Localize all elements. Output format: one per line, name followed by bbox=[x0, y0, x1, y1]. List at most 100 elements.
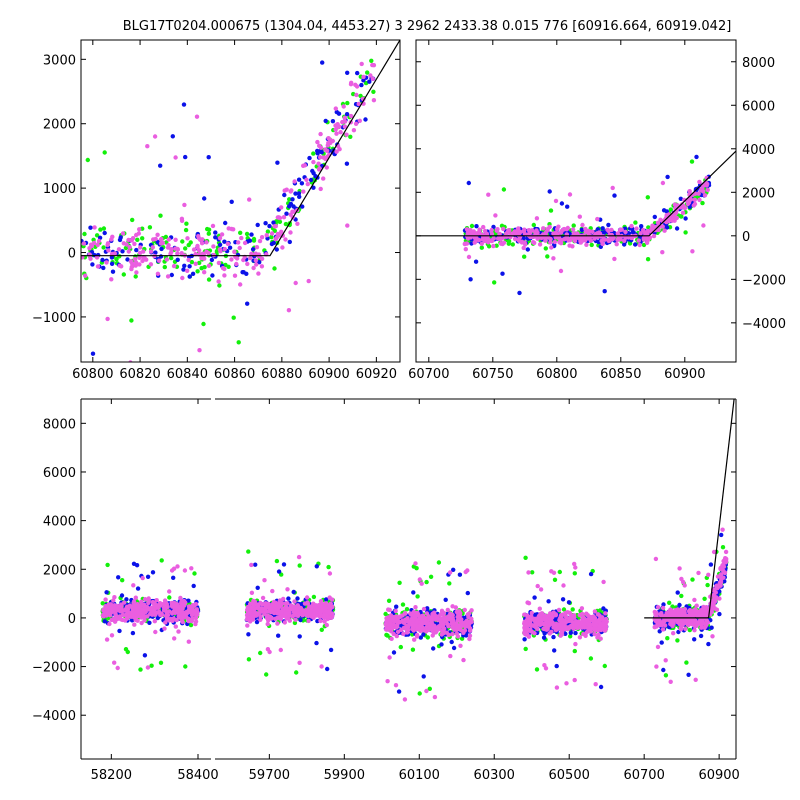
point-blue bbox=[652, 214, 657, 220]
point-pink bbox=[501, 226, 506, 232]
point-pink bbox=[292, 179, 297, 184]
point-pink bbox=[477, 227, 482, 232]
point-pink bbox=[182, 568, 188, 573]
point-blue bbox=[639, 224, 644, 229]
point-blue bbox=[202, 196, 207, 201]
point-pink bbox=[247, 197, 252, 202]
point-pink bbox=[289, 188, 294, 193]
point-pink bbox=[111, 598, 116, 603]
point-pink bbox=[130, 261, 135, 266]
point-pink bbox=[680, 210, 686, 215]
point-pink bbox=[590, 616, 596, 621]
point-blue bbox=[325, 666, 330, 672]
point-green bbox=[668, 207, 673, 212]
point-blue bbox=[300, 204, 305, 209]
point-blue bbox=[323, 118, 328, 124]
point-pink bbox=[537, 242, 543, 247]
point-pink bbox=[371, 98, 377, 103]
point-pink bbox=[549, 245, 554, 250]
point-blue bbox=[344, 112, 350, 117]
point-green bbox=[345, 100, 350, 106]
point-pink bbox=[206, 263, 212, 268]
point-pink bbox=[175, 251, 180, 256]
point-pink bbox=[270, 588, 275, 594]
point-pink bbox=[556, 224, 561, 229]
point-pink bbox=[693, 191, 698, 196]
point-green bbox=[427, 686, 432, 691]
point-green bbox=[645, 257, 651, 262]
point-green bbox=[180, 239, 185, 244]
point-pink bbox=[295, 221, 300, 226]
point-blue bbox=[600, 226, 605, 231]
point-blue bbox=[394, 604, 399, 609]
point-pink bbox=[146, 600, 151, 606]
point-pink bbox=[284, 187, 289, 192]
point-blue bbox=[542, 631, 547, 636]
point-pink bbox=[660, 224, 665, 229]
point-green bbox=[588, 656, 594, 661]
point-pink bbox=[127, 245, 132, 250]
point-green bbox=[101, 386, 105, 390]
point-blue bbox=[500, 271, 505, 276]
point-pink bbox=[254, 245, 260, 250]
point-pink bbox=[327, 609, 332, 615]
point-pink bbox=[571, 626, 576, 631]
x-tick-label: 60800 bbox=[536, 367, 577, 382]
point-pink bbox=[464, 227, 470, 232]
point-pink bbox=[266, 618, 271, 623]
point-pink bbox=[370, 62, 375, 68]
point-pink bbox=[229, 257, 234, 262]
scatter-points bbox=[416, 150, 736, 296]
point-pink bbox=[135, 618, 140, 623]
point-pink bbox=[249, 562, 254, 568]
point-pink bbox=[316, 161, 321, 166]
point-pink bbox=[383, 622, 388, 627]
point-pink bbox=[589, 626, 594, 631]
point-blue bbox=[187, 274, 192, 279]
point-pink bbox=[493, 213, 498, 218]
point-blue bbox=[708, 562, 714, 567]
point-pink bbox=[88, 256, 93, 261]
point-blue bbox=[598, 684, 604, 690]
y-tick-label: −1000 bbox=[32, 311, 76, 326]
point-pink bbox=[597, 231, 603, 236]
point-blue bbox=[210, 273, 215, 278]
point-blue bbox=[282, 192, 287, 198]
point-green bbox=[326, 564, 331, 570]
point-pink bbox=[299, 612, 304, 617]
point-blue bbox=[213, 235, 218, 240]
point-pink bbox=[250, 607, 256, 612]
point-pink bbox=[173, 155, 178, 160]
point-pink bbox=[584, 611, 589, 616]
point-pink bbox=[542, 616, 547, 622]
point-pink bbox=[134, 270, 139, 275]
point-blue bbox=[517, 290, 522, 296]
point-pink bbox=[126, 237, 131, 243]
point-pink bbox=[554, 623, 559, 628]
point-green bbox=[197, 260, 202, 266]
point-pink bbox=[159, 236, 164, 242]
point-green bbox=[400, 602, 406, 607]
point-pink bbox=[558, 621, 563, 627]
point-green bbox=[120, 578, 125, 583]
point-pink bbox=[592, 609, 598, 614]
point-pink bbox=[334, 131, 339, 136]
point-pink bbox=[551, 256, 556, 261]
point-pink bbox=[191, 247, 197, 252]
point-pink bbox=[109, 633, 115, 638]
point-pink bbox=[348, 113, 354, 119]
point-green bbox=[410, 647, 416, 652]
point-pink bbox=[470, 231, 475, 236]
point-green bbox=[447, 581, 452, 586]
point-pink bbox=[387, 655, 392, 660]
point-green bbox=[258, 650, 263, 656]
point-green bbox=[163, 234, 169, 240]
point-pink bbox=[109, 237, 114, 242]
point-pink bbox=[152, 134, 158, 139]
point-pink bbox=[159, 611, 164, 616]
point-green bbox=[545, 254, 550, 259]
point-pink bbox=[148, 249, 154, 254]
point-pink bbox=[134, 232, 139, 238]
point-pink bbox=[356, 101, 361, 107]
